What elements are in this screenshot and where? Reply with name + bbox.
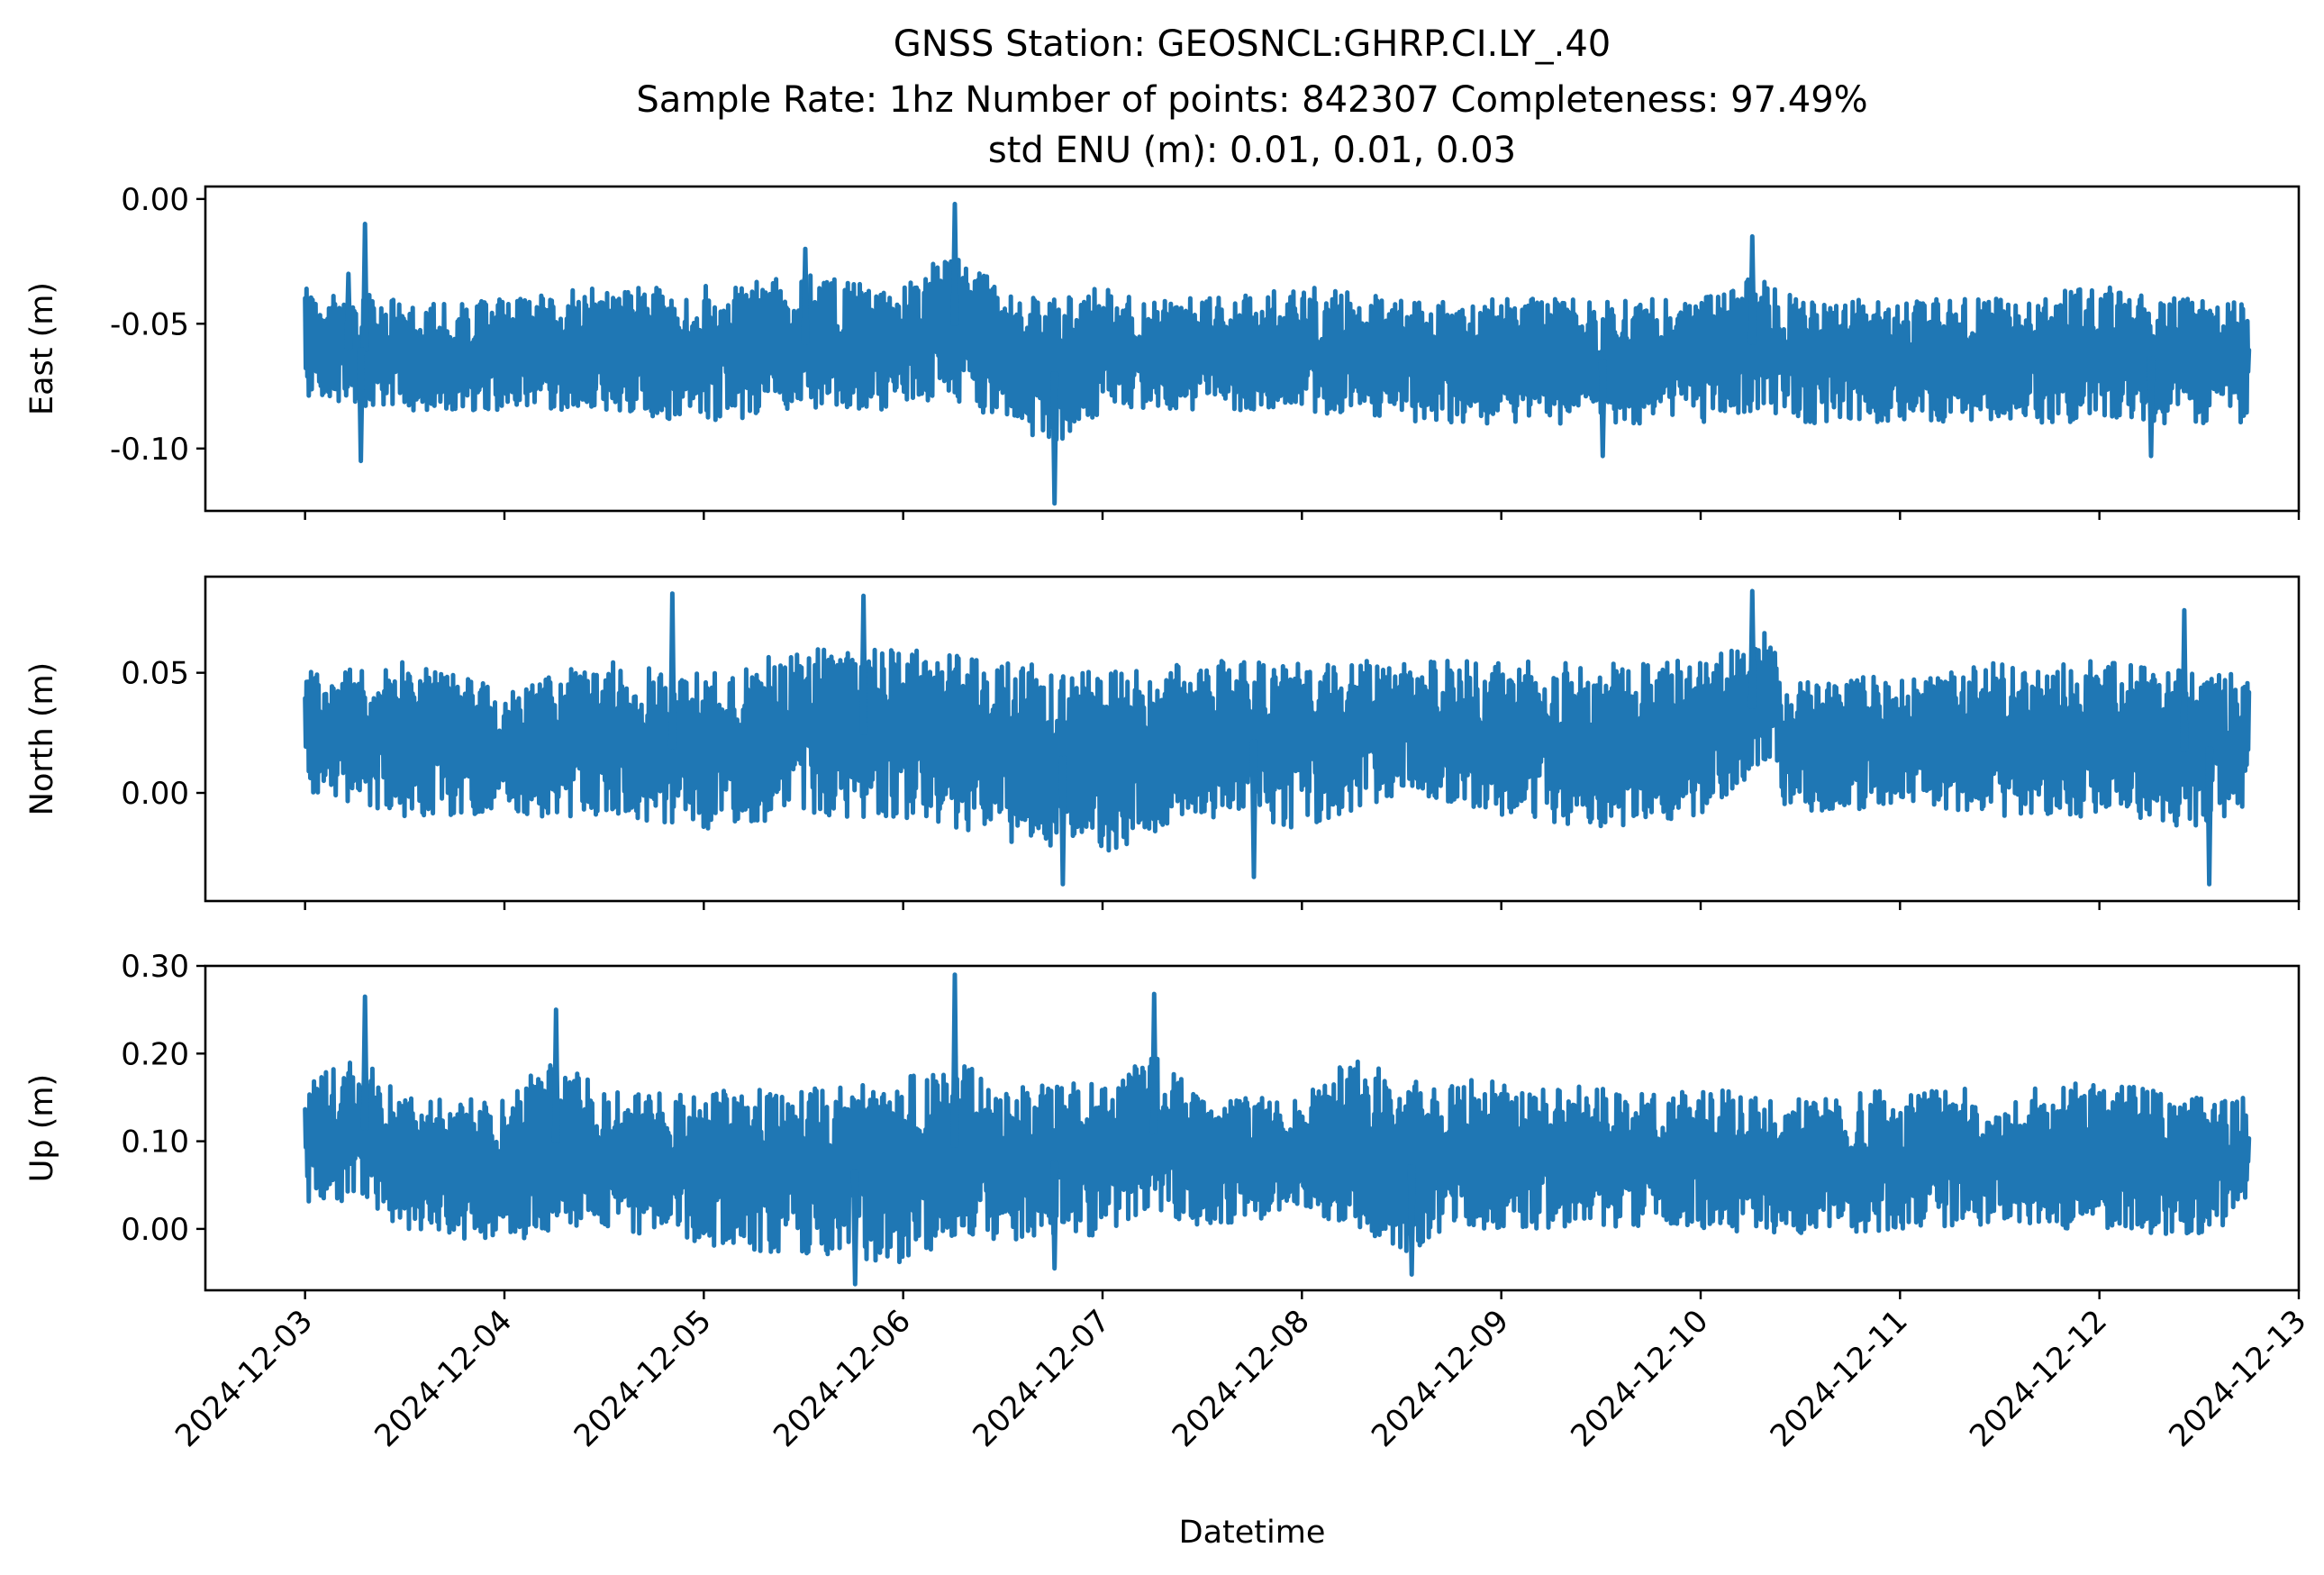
title-line-stats: Sample Rate: 1hz Number of points: 84230… xyxy=(636,79,1867,121)
north-spike-2 xyxy=(1748,588,1757,709)
east-spike-2 xyxy=(357,347,366,464)
east-spike-6 xyxy=(1748,233,1757,345)
east-series-line xyxy=(303,258,2252,448)
up-spike-2 xyxy=(950,972,959,1148)
up-spike-3 xyxy=(1149,991,1158,1135)
title-line-std: std ENU (m): 0.01, 0.01, 0.03 xyxy=(988,130,1516,171)
up-series-line xyxy=(303,1054,2252,1265)
north-plot-frame xyxy=(204,575,2301,903)
up-spike-5 xyxy=(1407,1164,1416,1277)
north-spike-5 xyxy=(2205,746,2214,887)
east-spike-7 xyxy=(1598,359,1607,459)
north-y-axis-label: North (m) xyxy=(24,662,60,815)
north-spike-0 xyxy=(667,591,676,750)
x-axis-label: Datetime xyxy=(1179,1515,1326,1551)
north-spike-3 xyxy=(2180,607,2189,751)
up-y-tick-label: 0.20 xyxy=(121,1036,189,1072)
north-spike-6 xyxy=(1249,739,1258,879)
up-plot-frame xyxy=(204,964,2301,1292)
east-spike-8 xyxy=(2147,355,2156,459)
title-line-station: GNSS Station: GEOSNCL:GHRP.CI.LY_.40 xyxy=(894,23,1611,65)
east-plot-frame xyxy=(204,185,2301,513)
east-y-tick-label: -0.05 xyxy=(110,306,189,342)
up-y-axis-label: Up (m) xyxy=(24,1074,60,1182)
north-y-tick-label: 0.05 xyxy=(121,656,189,692)
up-spike-1 xyxy=(551,1007,560,1144)
up-spike-4 xyxy=(850,1170,859,1287)
east-y-axis-label: East (m) xyxy=(24,282,60,415)
north-spike-4 xyxy=(1058,755,1067,887)
north-y-tick-label: 0.00 xyxy=(121,776,189,812)
east-spike-0 xyxy=(344,271,353,351)
east-y-tick-label: -0.10 xyxy=(110,432,189,468)
east-spike-5 xyxy=(1050,371,1059,506)
up-y-tick-label: 0.00 xyxy=(121,1212,189,1248)
east-spike-4 xyxy=(950,201,959,326)
north-spike-1 xyxy=(859,593,868,735)
east-spike-1 xyxy=(360,222,369,352)
east-spike-3 xyxy=(801,246,810,345)
up-y-tick-label: 0.10 xyxy=(121,1124,189,1161)
up-y-tick-label: 0.30 xyxy=(121,949,189,985)
north-panel: 0.05 0.00 North (m) xyxy=(24,575,2301,910)
up-spike-6 xyxy=(1050,1161,1059,1271)
east-y-tick-label: 0.00 xyxy=(121,182,189,218)
east-panel: 0.00 -0.05 -0.10 East (m) xyxy=(24,182,2301,520)
north-series-line xyxy=(303,631,2252,853)
up-spike-0 xyxy=(360,994,369,1131)
figure-title: GNSS Station: GEOSNCL:GHRP.CI.LY_.40 Sam… xyxy=(636,23,1867,171)
